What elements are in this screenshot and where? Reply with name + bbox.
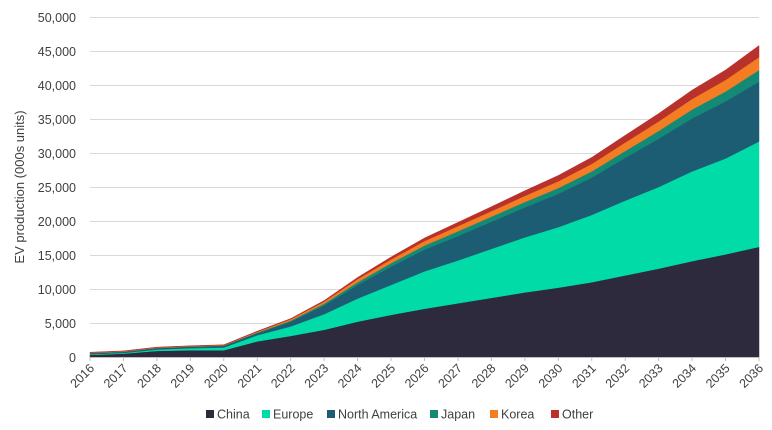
x-tick-label: 2029	[502, 361, 532, 391]
x-tick-labels: 2016 2017 2018 2019 2020 2021 2022 2023 2024 2025…	[68, 357, 767, 391]
y-axis-label: EV production (000s units)	[12, 110, 27, 263]
area-other	[89, 45, 760, 353]
legend-swatch	[551, 410, 559, 418]
x-tick-label: 2035	[703, 361, 733, 391]
y-tick-label: 40,000	[38, 79, 76, 93]
legend-label: Korea	[501, 408, 534, 422]
x-tick-label: 2033	[636, 361, 666, 391]
legend-label: China	[217, 408, 250, 422]
y-tick-label: 25,000	[38, 181, 76, 195]
y-tick-label: 0	[69, 351, 76, 365]
legend-item-japan: Japan	[430, 408, 475, 422]
x-tick-label: 2025	[369, 361, 399, 391]
legend-label: Japan	[441, 408, 475, 422]
legend: China Europe North America Japan Korea Other	[206, 408, 593, 422]
legend-swatch	[327, 410, 335, 418]
legend-swatch	[430, 410, 438, 418]
x-tick-label: 2032	[603, 361, 633, 391]
y-tick-label: 30,000	[38, 147, 76, 161]
x-tick-label: 2016	[68, 361, 98, 391]
x-tick-label: 2024	[335, 361, 365, 391]
y-tick-label: 10,000	[38, 283, 76, 297]
legend-swatch	[262, 410, 270, 418]
x-tick-label: 2027	[436, 361, 466, 391]
legend-swatch	[206, 410, 214, 418]
stacked-areas	[89, 45, 760, 358]
y-tick-label: 45,000	[38, 45, 76, 59]
y-tick-labels: 0 5,000 10,000 15,000 20,000 25,000 30,000 35,0…	[38, 11, 76, 365]
legend-item-china: China	[206, 408, 250, 422]
x-tick-label: 2017	[101, 361, 131, 391]
legend-swatch	[490, 410, 498, 418]
legend-item-europe: Europe	[262, 408, 313, 422]
y-tick-label: 35,000	[38, 113, 76, 127]
x-tick-label: 2026	[402, 361, 432, 391]
x-tick-label: 2019	[168, 361, 198, 391]
x-tick-label: 2030	[536, 361, 566, 391]
y-tick-label: 50,000	[38, 11, 76, 25]
y-tick-label: 5,000	[45, 317, 76, 331]
x-tick-label: 2022	[268, 361, 298, 391]
gridlines	[90, 17, 759, 324]
y-tick-label: 15,000	[38, 249, 76, 263]
x-tick-label: 2018	[134, 361, 164, 391]
x-tick-label: 2020	[201, 361, 231, 391]
x-tick-label: 2036	[737, 361, 767, 391]
legend-label: Other	[562, 408, 593, 422]
legend-item-other: Other	[551, 408, 593, 422]
legend-item-korea: Korea	[490, 408, 534, 422]
legend-label: Europe	[273, 408, 313, 422]
y-tick-label: 20,000	[38, 215, 76, 229]
legend-item-north-america: North America	[327, 408, 417, 422]
x-tick-label: 2034	[670, 361, 700, 391]
x-tick-label: 2023	[302, 361, 332, 391]
legend-label: North America	[338, 408, 417, 422]
x-tick-label: 2021	[235, 361, 265, 391]
x-tick-label: 2028	[469, 361, 499, 391]
x-tick-label: 2031	[569, 361, 599, 391]
